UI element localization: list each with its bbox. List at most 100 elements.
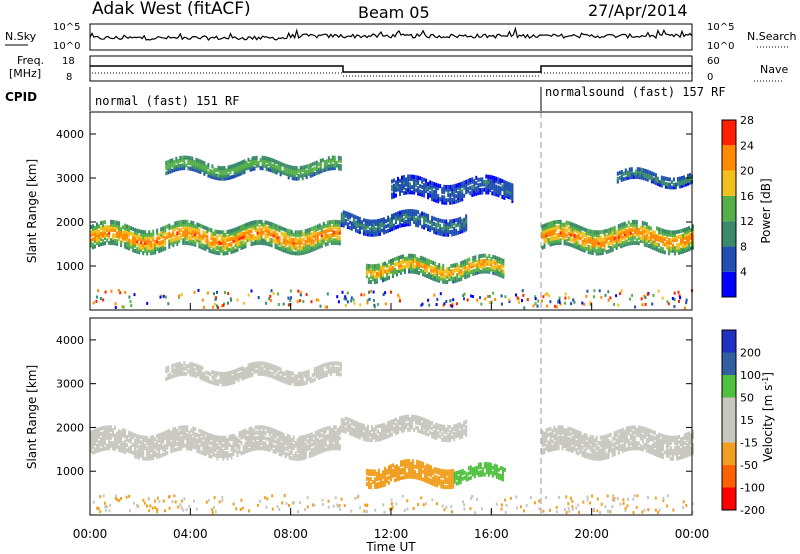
- echo-cell: [293, 176, 296, 181]
- echo-cell: [194, 240, 197, 245]
- echo-cell: [503, 187, 506, 192]
- echo-cell: [435, 436, 438, 440]
- echo-cell: [197, 158, 200, 163]
- echo-cell: [316, 437, 319, 442]
- echo-cell: [312, 247, 315, 252]
- freq-tick-top: 18: [62, 56, 75, 67]
- echo-cell: [178, 223, 181, 227]
- echo-cell: [354, 433, 357, 438]
- echo-cell: [478, 267, 481, 272]
- echo-cell: [475, 181, 478, 186]
- echo-cell: [263, 161, 266, 166]
- echo-cell: [406, 459, 409, 464]
- echo-cell: [253, 367, 256, 372]
- echo-cell: [256, 441, 259, 446]
- echo-cell: [215, 176, 218, 180]
- echo-cell: [170, 233, 173, 238]
- echo-cell: [150, 248, 153, 253]
- echo-cell: [428, 272, 431, 277]
- echo-cell: [177, 166, 180, 171]
- echo-cell: [380, 483, 382, 488]
- echo-cell: [410, 253, 413, 258]
- echo-cell: [114, 441, 117, 446]
- echo-cell: [218, 448, 221, 453]
- echo-cell: [371, 272, 374, 277]
- echo-cell: [384, 474, 386, 479]
- echo-cell: [407, 209, 410, 214]
- echo-cell: [334, 222, 337, 227]
- echo-cell: [238, 228, 241, 233]
- echo-cell: [453, 424, 456, 429]
- echo-cell: [547, 240, 550, 245]
- echo-cell: [164, 238, 167, 243]
- echo-cell: [233, 374, 236, 379]
- echo-cell: [206, 229, 209, 234]
- echo-cell: [166, 437, 169, 442]
- echo-cell: [290, 456, 293, 461]
- echo-cell: [94, 449, 96, 454]
- echo-cell: [441, 200, 444, 205]
- echo-cell: [491, 175, 494, 180]
- echo-cell: [411, 211, 414, 216]
- echo-cell: [425, 189, 428, 194]
- echo-cell: [299, 382, 302, 387]
- echo-cell: [142, 238, 145, 242]
- echo-cell: [690, 241, 692, 246]
- echo-cell: [221, 166, 224, 171]
- echo-cell: [286, 247, 289, 252]
- echo-cell: [541, 227, 544, 232]
- echo-cell: [272, 222, 275, 227]
- echo-cell: [352, 222, 355, 227]
- echo-cell: [92, 242, 94, 247]
- noise-cell: [661, 296, 664, 300]
- echo-cell: [680, 229, 682, 234]
- echo-cell: [192, 221, 195, 226]
- echo-cell: [445, 222, 448, 227]
- echo-cell: [418, 257, 421, 262]
- echo-cell: [284, 238, 287, 243]
- echo-cell: [689, 180, 691, 185]
- echo-cell: [140, 448, 143, 453]
- echo-cell: [346, 427, 349, 432]
- echo-cell: [213, 370, 216, 375]
- echo-cell: [236, 242, 239, 247]
- echo-cell: [272, 444, 275, 449]
- echo-cell: [455, 183, 458, 188]
- echo-cell: [271, 371, 274, 376]
- echo-cell: [294, 251, 297, 256]
- echo-cell: [629, 236, 632, 240]
- echo-cell: [104, 233, 106, 238]
- echo-cell: [130, 434, 133, 439]
- echo-cell: [304, 447, 307, 452]
- echo-cell: [476, 270, 479, 275]
- echo-cell: [114, 233, 117, 238]
- echo-cell: [402, 475, 404, 480]
- echo-cell: [219, 379, 222, 384]
- echo-cell: [496, 261, 499, 266]
- echo-cell: [617, 229, 620, 234]
- echo-cell: [497, 185, 500, 190]
- echo-cell: [102, 241, 104, 246]
- colorbar-tick-label: 16: [740, 190, 754, 203]
- echo-cell: [256, 227, 259, 232]
- echo-cell: [211, 370, 214, 375]
- echo-cell: [170, 441, 173, 446]
- echo-cell: [431, 223, 434, 228]
- echo-cell: [462, 270, 465, 275]
- echo-cell: [251, 161, 254, 166]
- echo-cell: [657, 237, 660, 242]
- echo-cell: [565, 239, 568, 243]
- echo-cell: [242, 224, 245, 228]
- noise-cell: [508, 298, 511, 302]
- echo-cell: [396, 261, 398, 266]
- echo-cell: [501, 179, 504, 184]
- echo-cell: [381, 436, 383, 441]
- echo-cell: [306, 244, 309, 249]
- echo-cell: [272, 431, 275, 435]
- echo-cell: [333, 158, 336, 163]
- echo-cell: [476, 265, 479, 270]
- echo-cell: [102, 233, 104, 238]
- echo-cell: [290, 450, 293, 455]
- echo-cell: [373, 264, 376, 269]
- echo-cell: [266, 436, 269, 441]
